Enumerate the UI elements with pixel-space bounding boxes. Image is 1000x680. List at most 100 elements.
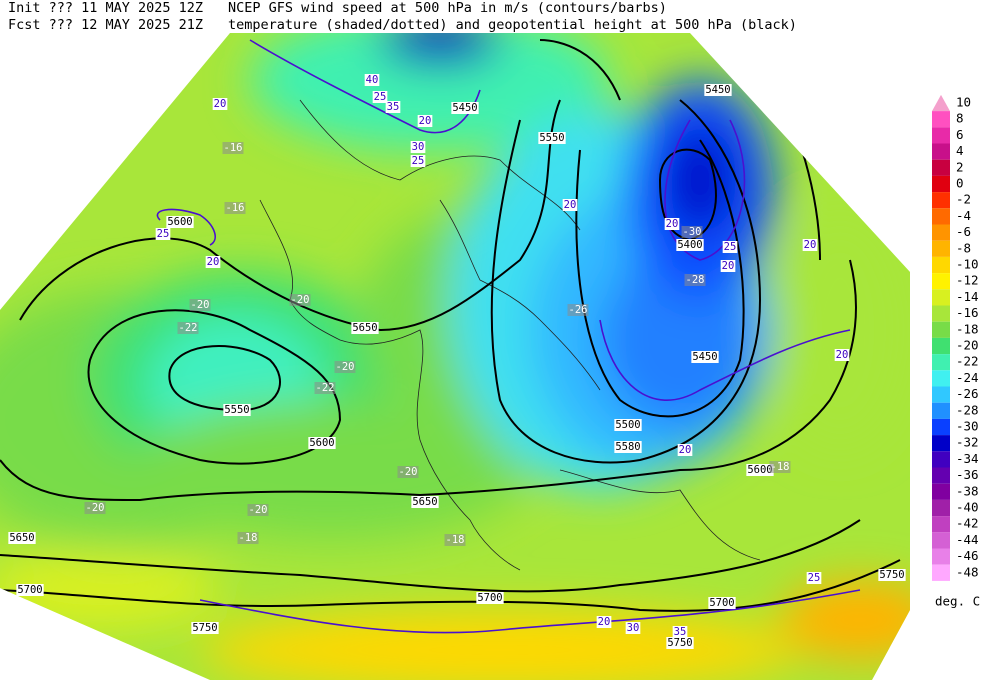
colorbar-label: -32: [956, 435, 979, 450]
colorbar-label: -22: [956, 354, 979, 369]
colorbar-label: -18: [956, 321, 979, 336]
temperature-label: -18: [239, 532, 258, 544]
height-label-box: [476, 592, 504, 604]
colorbar-swatch: [932, 111, 950, 128]
height-label-box: [704, 84, 732, 96]
temperature-label: -22: [179, 322, 198, 334]
temperature-label-box: [567, 304, 589, 316]
wind-label: 20: [836, 349, 849, 361]
colorbar-swatch: [932, 321, 950, 338]
temperature-label-box: [681, 226, 703, 238]
temperature-label: -16: [226, 202, 245, 214]
height-label-box: [666, 637, 694, 649]
height-label-box: [878, 569, 906, 581]
height-label: 5400: [677, 239, 702, 251]
colorbar-swatch: [932, 483, 950, 500]
wind-label: 25: [412, 155, 425, 167]
wind-label: 35: [387, 101, 400, 113]
height-label: 5750: [667, 637, 692, 649]
temperature-label-box: [444, 534, 466, 546]
wind-label-box: [722, 241, 738, 253]
wind-label-box: [802, 239, 818, 251]
temperature-label-box: [224, 202, 246, 214]
height-label-box: [223, 404, 251, 416]
colorbar-swatch: [932, 564, 950, 581]
wind-label-box: [155, 228, 171, 240]
colorbar-label: -40: [956, 500, 979, 515]
colorbar-label: -30: [956, 419, 979, 434]
colorbar-swatch: [932, 143, 950, 160]
colorbar-swatch: [932, 273, 950, 290]
colorbar-label: -36: [956, 467, 979, 482]
colorbar-swatch: [932, 370, 950, 387]
wind-label: 20: [722, 260, 735, 272]
height-label: 5550: [539, 132, 564, 144]
colorbar-label: -6: [956, 224, 971, 239]
height-label: 5750: [879, 569, 904, 581]
colorbar-swatch: [932, 467, 950, 484]
temperature-label: -22: [316, 382, 335, 394]
colorbar-swatch: [932, 451, 950, 468]
init-description: NCEP GFS wind speed at 500 hPa in m/s (c…: [228, 0, 667, 16]
height-label-box: [451, 102, 479, 114]
wind-label-box: [372, 91, 388, 103]
height-label-box: [691, 351, 719, 363]
wind-label: 30: [412, 141, 425, 153]
colorbar-label: -20: [956, 338, 979, 353]
temperature-label: -18: [771, 461, 790, 473]
height-label-box: [708, 597, 736, 609]
temperature-label-box: [247, 504, 269, 516]
colorbar-label: -42: [956, 516, 979, 531]
wind-label: 25: [808, 572, 821, 584]
wind-label-box: [625, 622, 641, 634]
temperature-label: -28: [686, 274, 705, 286]
height-label-box: [351, 322, 379, 334]
wind-label: 30: [627, 622, 640, 634]
wind-label-box: [417, 115, 433, 127]
temperature-label-box: [237, 532, 259, 544]
colorbar: 1086420-2-4-6-8-10-12-14-16-18-20-22-24-…: [932, 95, 979, 581]
colorbar-label: 8: [956, 111, 964, 126]
wind-label-box: [212, 98, 228, 110]
colorbar-swatch: [932, 418, 950, 436]
temperature-label-box: [334, 361, 356, 373]
colorbar-swatch: [932, 337, 950, 355]
colorbar-label: -28: [956, 402, 979, 417]
colorbar-label: -44: [956, 532, 979, 547]
height-label-box: [191, 622, 219, 634]
colorbar-arrow: [932, 94, 950, 112]
wind-label: 25: [374, 91, 387, 103]
temperature-label-box: [177, 322, 199, 334]
map-labels: 5450 5450 5550 5650 5550 5600 5400 5450 5500 5580…: [8, 74, 906, 649]
height-label-box: [16, 584, 44, 596]
height-label: 5750: [192, 622, 217, 634]
colorbar-swatch: [932, 192, 950, 209]
temperature-label: -26: [569, 304, 588, 316]
colorbar-swatch: [932, 289, 950, 306]
colorbar-label: -38: [956, 483, 979, 498]
wind-label: 25: [157, 228, 170, 240]
height-label-box: [746, 464, 774, 476]
wind-label: 20: [679, 444, 692, 456]
height-label-box: [166, 216, 194, 228]
wind-label-box: [806, 572, 822, 584]
temperature-label: -20: [336, 361, 355, 373]
wind-label: 20: [214, 98, 227, 110]
height-label: 5450: [692, 351, 717, 363]
height-label: 5700: [709, 597, 734, 609]
colorbar-swatch: [932, 548, 950, 565]
colorbar-unit: deg. C: [935, 594, 980, 609]
colorbar-swatch: [932, 240, 950, 257]
wind-label-box: [672, 626, 688, 638]
colorbar-swatch: [932, 402, 950, 419]
colorbar-label: 2: [956, 159, 964, 174]
temperature-label: -20: [249, 504, 268, 516]
colorbar-swatch: [932, 435, 950, 452]
height-label: 5550: [224, 404, 249, 416]
temperature-label-box: [84, 502, 106, 514]
height-label: 5580: [615, 441, 640, 453]
colorbar-label: -34: [956, 451, 979, 466]
height-label-box: [676, 239, 704, 251]
wind-label-box: [834, 349, 850, 361]
